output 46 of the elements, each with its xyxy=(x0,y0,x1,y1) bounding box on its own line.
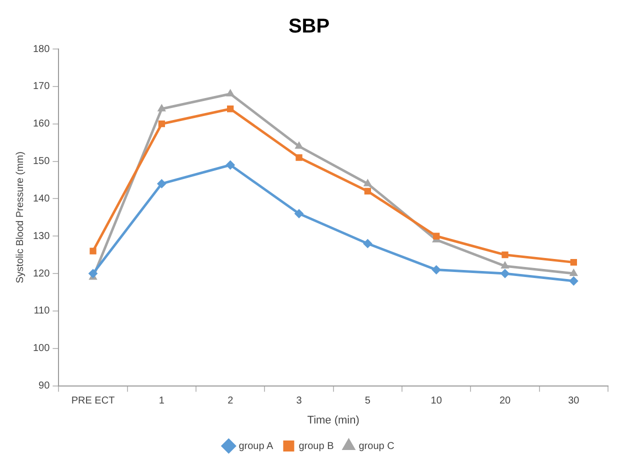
y-tick-label: 120 xyxy=(32,268,50,280)
legend-label: group C xyxy=(358,440,394,452)
point xyxy=(364,188,372,195)
x-axis-title: Time (min) xyxy=(307,414,360,426)
x-tick-label: 2 xyxy=(228,396,234,407)
point xyxy=(569,276,578,286)
point xyxy=(363,239,372,248)
chart-title: SBP xyxy=(288,16,330,38)
point xyxy=(570,258,577,266)
y-tick-label: 110 xyxy=(34,306,50,317)
y-tick-label: 100 xyxy=(32,343,50,354)
point xyxy=(502,251,508,258)
x-tick-label: 3 xyxy=(296,396,302,407)
x-tick-label: 20 xyxy=(499,396,511,407)
point xyxy=(158,120,166,128)
point xyxy=(88,269,98,278)
point xyxy=(227,106,234,112)
point xyxy=(157,179,166,188)
x-tick-label: 10 xyxy=(430,396,442,407)
legend-label: group A xyxy=(238,440,274,452)
legend-label: group B xyxy=(298,440,334,452)
x-tick-label: PRE ECT xyxy=(71,396,115,407)
y-tick-label: 170 xyxy=(32,81,50,92)
point xyxy=(364,179,372,186)
y-tick-label: 160 xyxy=(32,118,50,130)
y-axis-title: Systolic Blood Pressure (mm) xyxy=(14,152,26,284)
point xyxy=(500,269,510,278)
y-tick-label: 130 xyxy=(32,230,50,242)
y-tick-label: 90 xyxy=(38,380,50,392)
x-tick-label: 30 xyxy=(568,396,580,407)
x-tick-label: 5 xyxy=(364,396,371,407)
point xyxy=(294,209,304,218)
y-tick-label: 180 xyxy=(32,44,50,55)
point xyxy=(90,248,96,254)
point xyxy=(158,104,166,112)
y-tick-label: 140 xyxy=(32,193,50,204)
point xyxy=(432,265,441,274)
point xyxy=(226,160,235,170)
y-tick-label: 150 xyxy=(32,156,50,168)
point xyxy=(433,232,440,240)
point xyxy=(226,89,234,96)
point xyxy=(295,142,303,149)
x-tick-label: 1 xyxy=(158,396,165,407)
point xyxy=(501,262,509,269)
point xyxy=(570,269,578,276)
point xyxy=(296,154,302,161)
